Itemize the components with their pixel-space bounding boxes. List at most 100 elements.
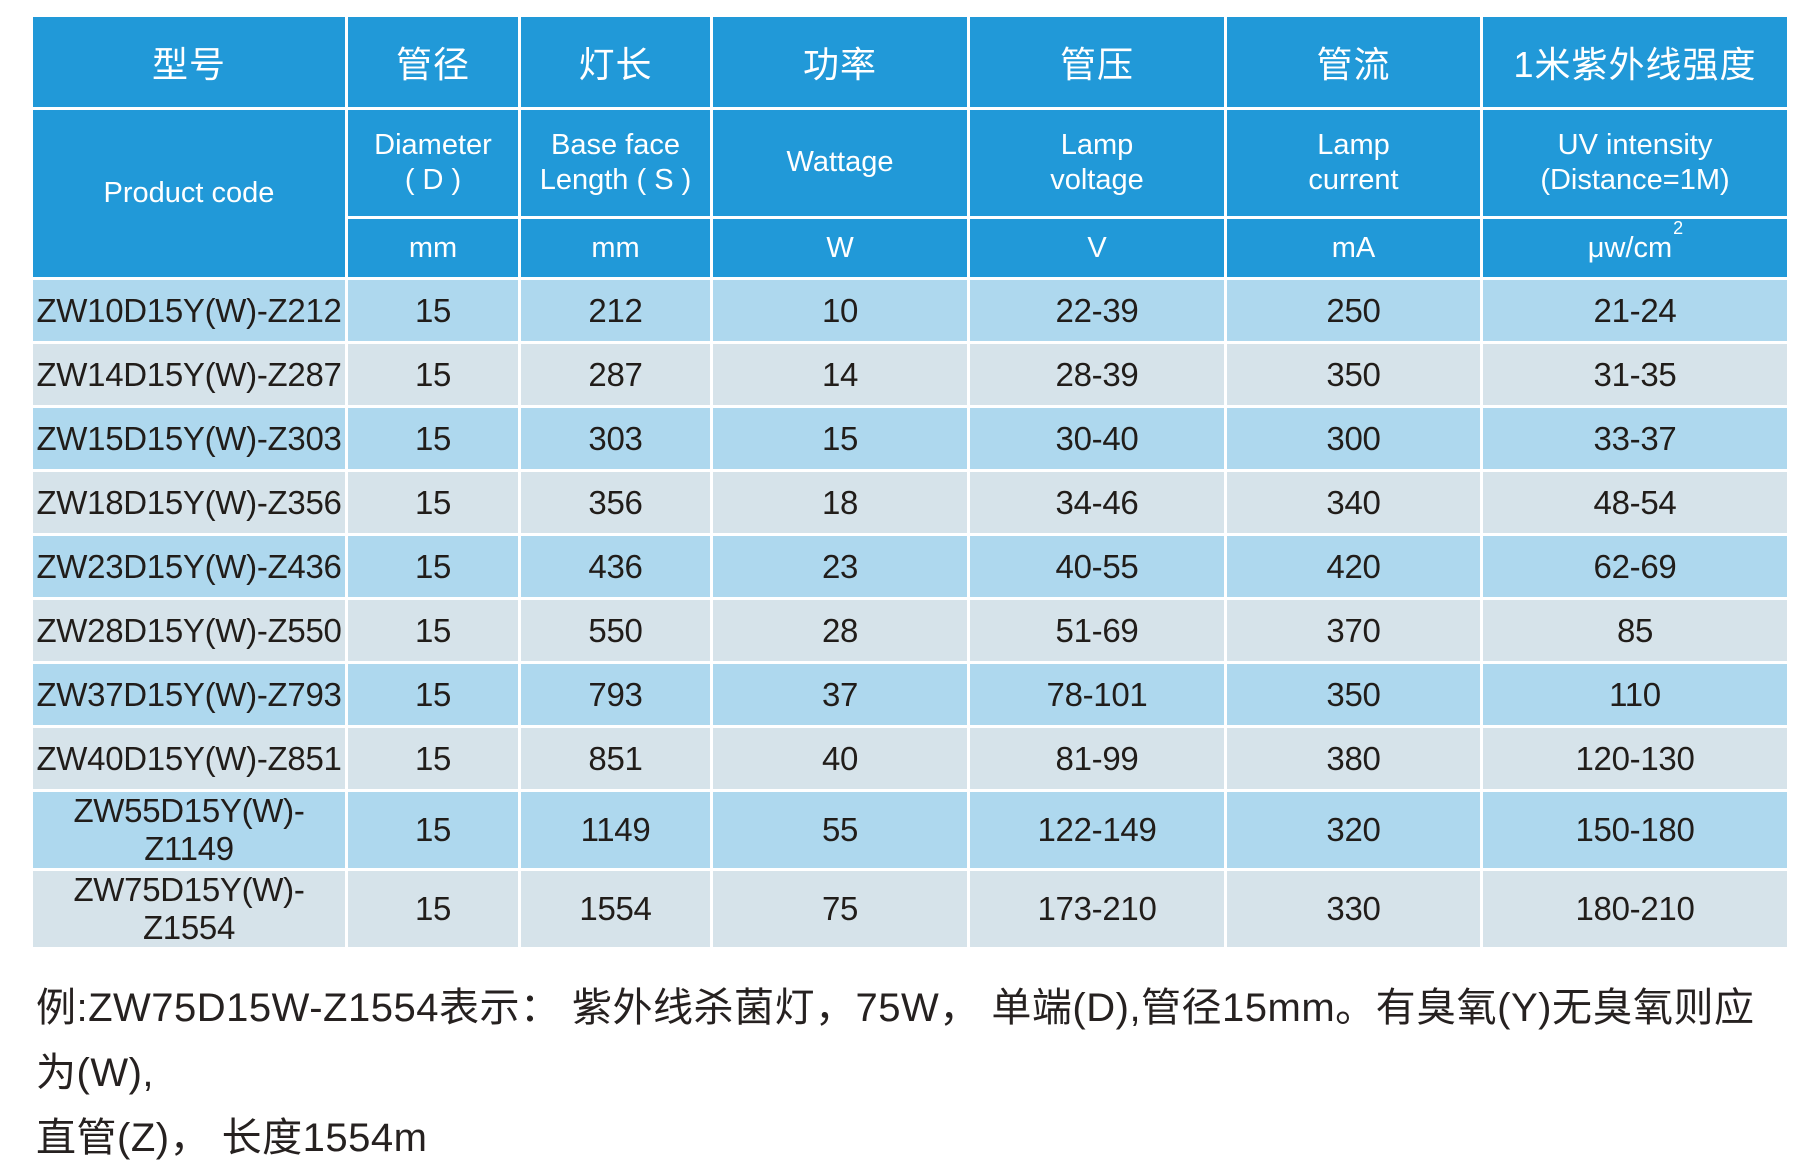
cell-uv-intensity: 48-54 — [1480, 469, 1790, 536]
cell-product-code: ZW10D15Y(W)-Z212 — [30, 277, 348, 344]
cell-wattage: 14 — [710, 341, 970, 408]
table-row: ZW14D15Y(W)-Z287 15 287 14 28-39 350 31-… — [30, 341, 1790, 408]
unit-lamp-length: mm — [518, 216, 713, 280]
cell-current: 320 — [1224, 789, 1483, 871]
unit-diameter: mm — [345, 216, 521, 280]
unit-uv-intensity: μw/cm2 — [1480, 216, 1790, 280]
cell-uv-intensity: 31-35 — [1480, 341, 1790, 408]
cell-lamp-length: 1149 — [518, 789, 713, 871]
cell-wattage: 75 — [710, 868, 970, 950]
col-header-lamp-length-cn: 灯长 — [518, 14, 713, 110]
unit-voltage: V — [967, 216, 1227, 280]
cell-product-code: ZW23D15Y(W)-Z436 — [30, 533, 348, 600]
cell-product-code: ZW15D15Y(W)-Z303 — [30, 405, 348, 472]
cell-diameter: 15 — [345, 277, 521, 344]
unit-uv-intensity-superscript: 2 — [1673, 217, 1684, 238]
cell-uv-intensity: 110 — [1480, 661, 1790, 728]
cell-current: 250 — [1224, 277, 1483, 344]
cell-lamp-length: 356 — [518, 469, 713, 536]
cell-diameter: 15 — [345, 661, 521, 728]
cell-wattage: 23 — [710, 533, 970, 600]
cell-uv-intensity: 150-180 — [1480, 789, 1790, 871]
cell-product-code: ZW28D15Y(W)-Z550 — [30, 597, 348, 664]
cell-lamp-length: 793 — [518, 661, 713, 728]
cell-wattage: 10 — [710, 277, 970, 344]
cell-wattage: 55 — [710, 789, 970, 871]
cell-voltage: 28-39 — [967, 341, 1227, 408]
cell-product-code: ZW40D15Y(W)-Z851 — [30, 725, 348, 792]
note-line-2: 直管(Z)， 长度1554m — [36, 1115, 428, 1160]
cell-wattage: 37 — [710, 661, 970, 728]
unit-current: mA — [1224, 216, 1483, 280]
cell-current: 340 — [1224, 469, 1483, 536]
cell-product-code: ZW37D15Y(W)-Z793 — [30, 661, 348, 728]
spec-table-header: 型号 管径 灯长 功率 管压 管流 1米紫外线强度 Product code D… — [30, 14, 1790, 280]
table-row: ZW23D15Y(W)-Z436 15 436 23 40-55 420 62-… — [30, 533, 1790, 600]
col-header-product-code-en: Product code — [30, 107, 348, 280]
cell-lamp-length: 287 — [518, 341, 713, 408]
cell-product-code: ZW14D15Y(W)-Z287 — [30, 341, 348, 408]
note-line-1: 例:ZW75D15W-Z1554表示： 紫外线杀菌灯，75W， 单端(D),管径… — [36, 986, 1755, 1095]
cell-lamp-length: 1554 — [518, 868, 713, 950]
col-header-model-cn: 型号 — [30, 14, 348, 110]
cell-current: 300 — [1224, 405, 1483, 472]
table-row: ZW28D15Y(W)-Z550 15 550 28 51-69 370 85 — [30, 597, 1790, 664]
cell-current: 380 — [1224, 725, 1483, 792]
cell-uv-intensity: 21-24 — [1480, 277, 1790, 344]
cell-uv-intensity: 120-130 — [1480, 725, 1790, 792]
header-row-chinese: 型号 管径 灯长 功率 管压 管流 1米紫外线强度 — [30, 14, 1790, 110]
table-row: ZW40D15Y(W)-Z851 15 851 40 81-99 380 120… — [30, 725, 1790, 792]
cell-voltage: 40-55 — [967, 533, 1227, 600]
cell-diameter: 15 — [345, 597, 521, 664]
note: 例:ZW75D15W-Z1554表示： 紫外线杀菌灯，75W， 单端(D),管径… — [36, 976, 1787, 1170]
cell-uv-intensity: 33-37 — [1480, 405, 1790, 472]
cell-voltage: 78-101 — [967, 661, 1227, 728]
cell-product-code: ZW75D15Y(W)-Z1554 — [30, 868, 348, 950]
cell-current: 420 — [1224, 533, 1483, 600]
cell-diameter: 15 — [345, 469, 521, 536]
cell-current: 370 — [1224, 597, 1483, 664]
spec-table-body: ZW10D15Y(W)-Z212 15 212 10 22-39 250 21-… — [30, 277, 1790, 950]
cell-diameter: 15 — [345, 725, 521, 792]
unit-uv-intensity-base: μw/cm — [1587, 231, 1673, 264]
cell-voltage: 34-46 — [967, 469, 1227, 536]
spec-table: 型号 管径 灯长 功率 管压 管流 1米紫外线强度 Product code D… — [30, 14, 1790, 950]
col-header-base-face-length-en: Base face Length ( S ) — [518, 107, 713, 219]
col-header-wattage-cn: 功率 — [710, 14, 970, 110]
cell-product-code: ZW18D15Y(W)-Z356 — [30, 469, 348, 536]
table-row: ZW18D15Y(W)-Z356 15 356 18 34-46 340 48-… — [30, 469, 1790, 536]
table-row: ZW10D15Y(W)-Z212 15 212 10 22-39 250 21-… — [30, 277, 1790, 344]
cell-lamp-length: 303 — [518, 405, 713, 472]
table-row: ZW55D15Y(W)-Z1149 15 1149 55 122-149 320… — [30, 789, 1790, 871]
col-header-uv-intensity-cn: 1米紫外线强度 — [1480, 14, 1790, 110]
cell-diameter: 15 — [345, 868, 521, 950]
cell-wattage: 28 — [710, 597, 970, 664]
col-header-lamp-voltage-en: Lamp voltage — [967, 107, 1227, 219]
col-header-lamp-current-en: Lamp current — [1224, 107, 1483, 219]
col-header-wattage-en: Wattage — [710, 107, 970, 219]
table-row: ZW75D15Y(W)-Z1554 15 1554 75 173-210 330… — [30, 868, 1790, 950]
cell-voltage: 51-69 — [967, 597, 1227, 664]
cell-wattage: 40 — [710, 725, 970, 792]
col-header-current-cn: 管流 — [1224, 14, 1483, 110]
cell-voltage: 81-99 — [967, 725, 1227, 792]
cell-diameter: 15 — [345, 533, 521, 600]
cell-voltage: 30-40 — [967, 405, 1227, 472]
cell-lamp-length: 436 — [518, 533, 713, 600]
cell-voltage: 22-39 — [967, 277, 1227, 344]
cell-current: 350 — [1224, 661, 1483, 728]
unit-wattage: W — [710, 216, 970, 280]
cell-wattage: 18 — [710, 469, 970, 536]
cell-uv-intensity: 62-69 — [1480, 533, 1790, 600]
cell-product-code: ZW55D15Y(W)-Z1149 — [30, 789, 348, 871]
cell-current: 330 — [1224, 868, 1483, 950]
cell-diameter: 15 — [345, 789, 521, 871]
cell-diameter: 15 — [345, 405, 521, 472]
cell-lamp-length: 212 — [518, 277, 713, 344]
header-row-english: Product code Diameter ( D ) Base face Le… — [30, 107, 1790, 280]
cell-uv-intensity: 180-210 — [1480, 868, 1790, 950]
cell-voltage: 122-149 — [967, 789, 1227, 871]
cell-current: 350 — [1224, 341, 1483, 408]
table-row: ZW37D15Y(W)-Z793 15 793 37 78-101 350 11… — [30, 661, 1790, 728]
